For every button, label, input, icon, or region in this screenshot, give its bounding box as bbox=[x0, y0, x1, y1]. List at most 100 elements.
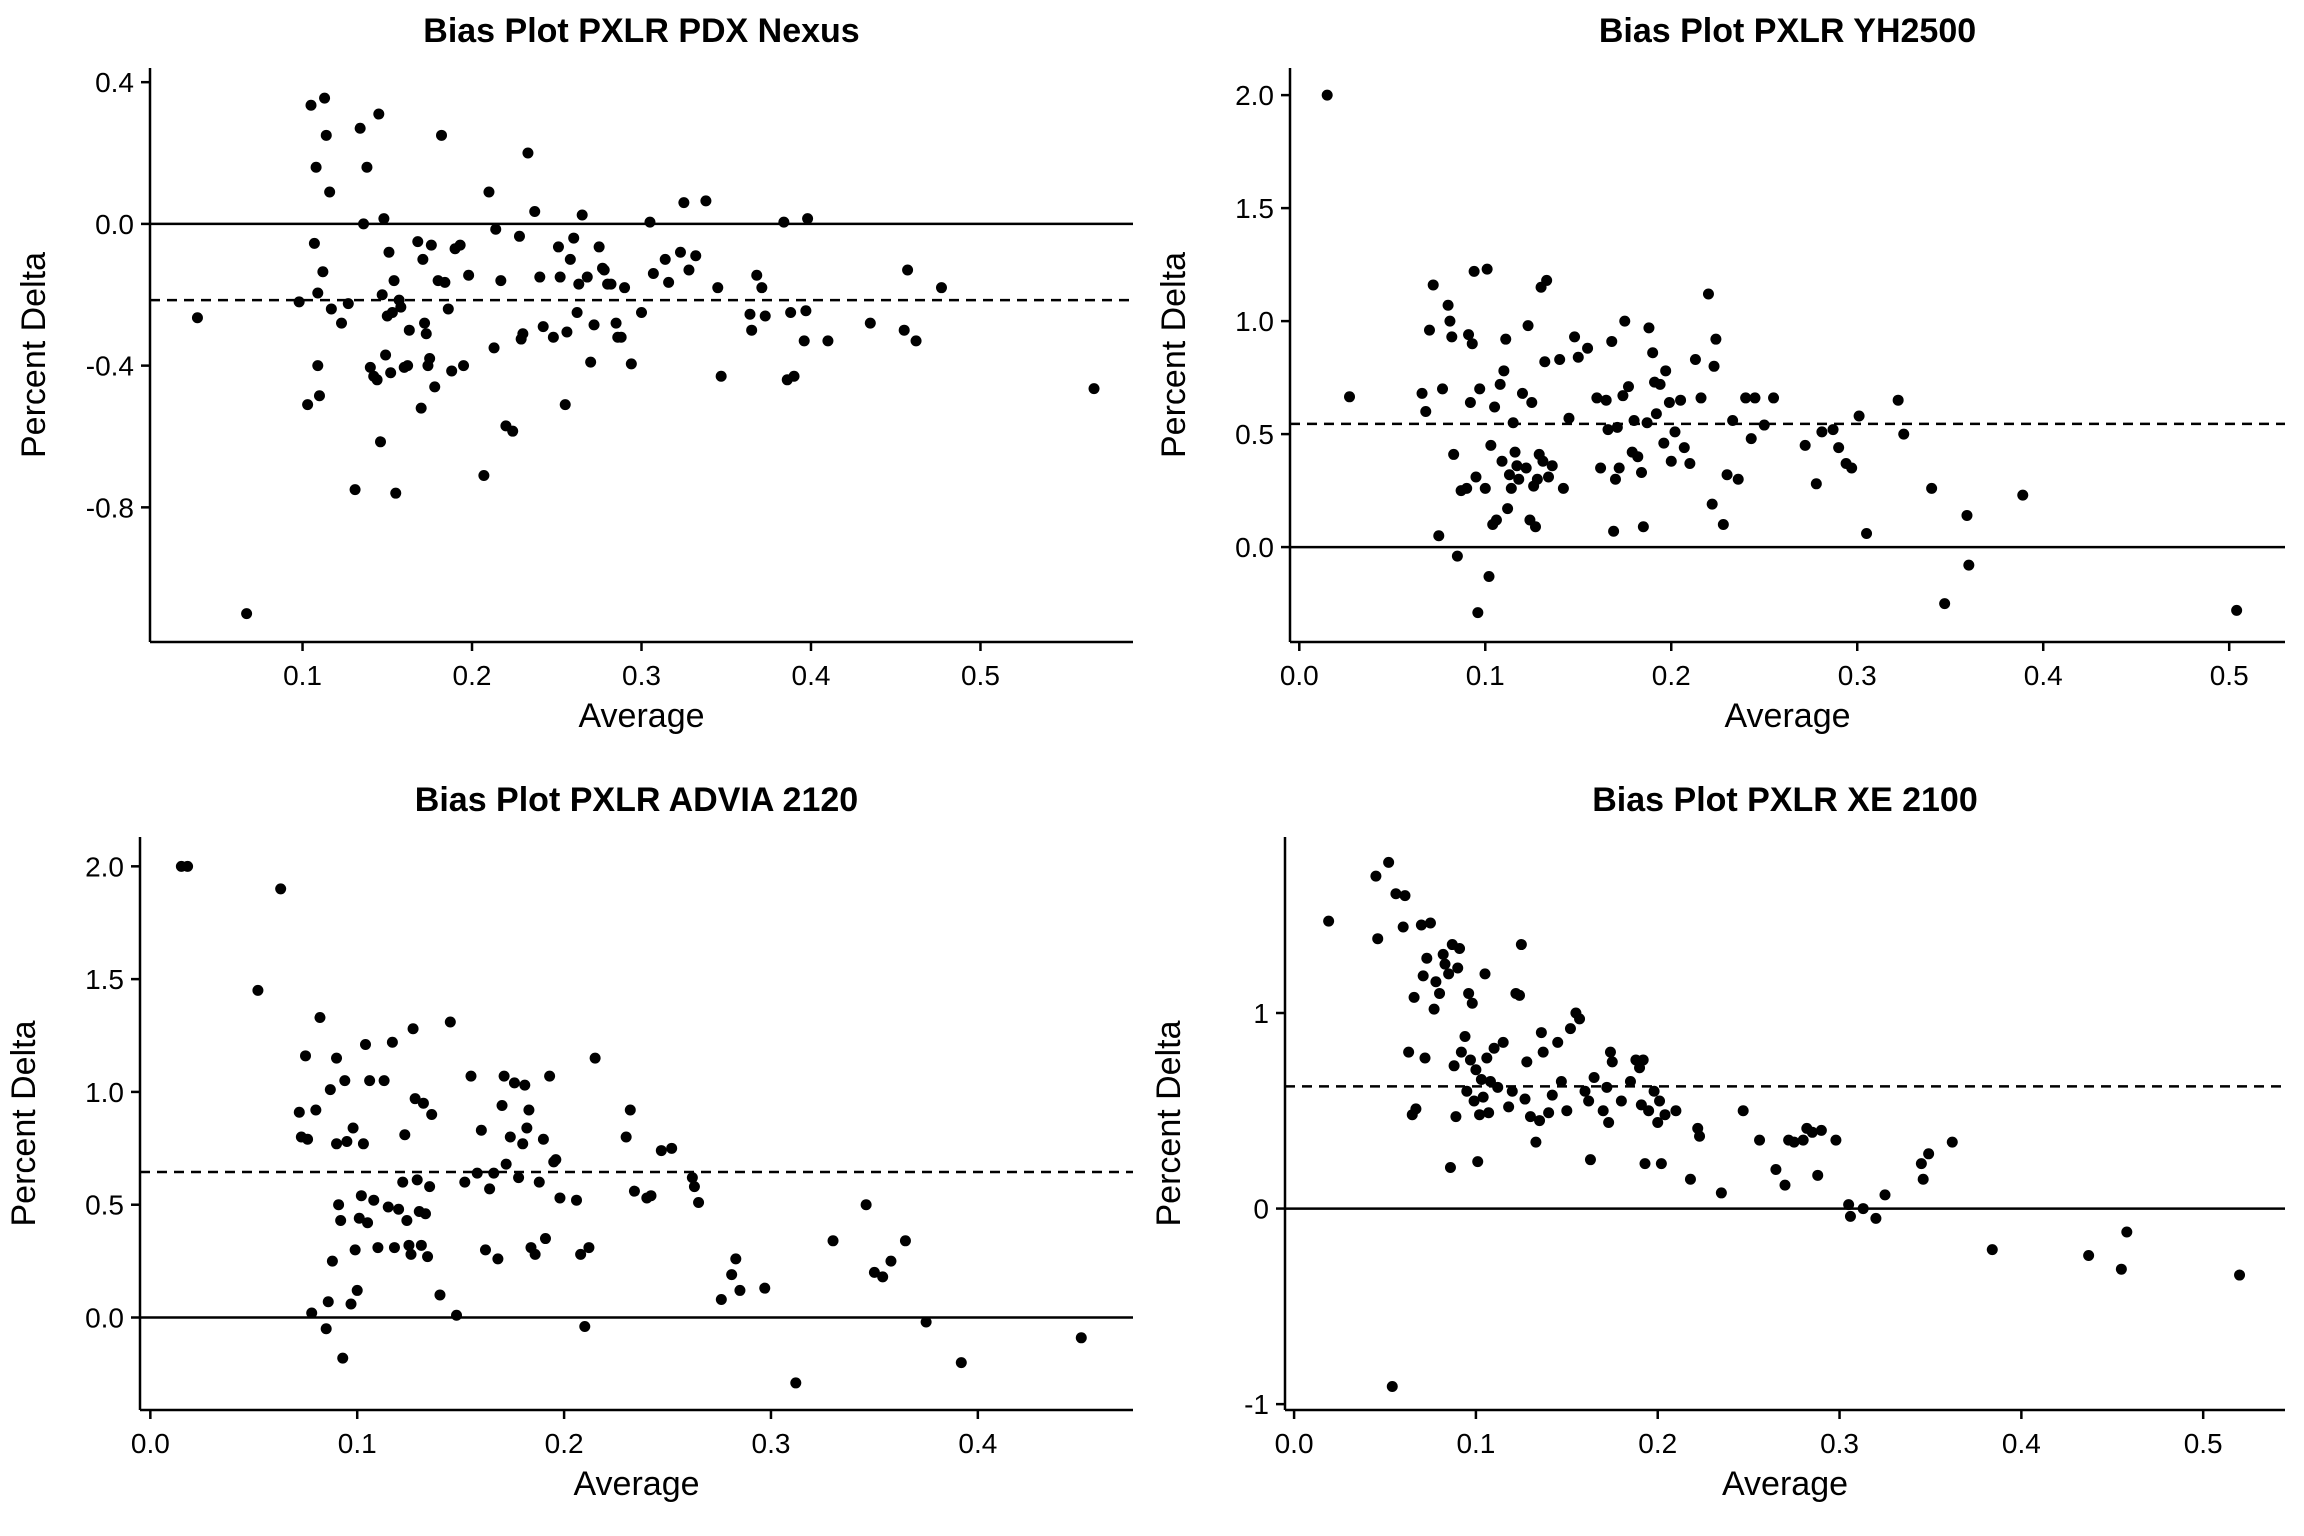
data-point bbox=[1632, 451, 1644, 463]
data-point bbox=[1740, 392, 1752, 404]
data-point bbox=[364, 361, 376, 373]
data-point bbox=[1636, 467, 1648, 479]
data-point bbox=[326, 1255, 338, 1267]
y-axis-title: Percent Delta bbox=[5, 1020, 43, 1226]
x-tick-label: 0.4 bbox=[792, 660, 831, 691]
y-tick-label: 0.0 bbox=[95, 209, 134, 240]
data-point bbox=[1421, 952, 1433, 964]
data-point bbox=[645, 1190, 657, 1202]
data-point bbox=[683, 264, 695, 276]
x-tick-label: 0.4 bbox=[958, 1428, 997, 1459]
data-point bbox=[583, 1242, 595, 1254]
data-point bbox=[361, 161, 373, 173]
data-point bbox=[382, 1201, 394, 1213]
data-point bbox=[1569, 331, 1581, 343]
data-point bbox=[490, 223, 502, 235]
y-tick-label: 1.5 bbox=[1235, 193, 1274, 224]
data-point bbox=[345, 1298, 357, 1310]
data-point bbox=[415, 1239, 427, 1251]
data-point bbox=[415, 402, 427, 414]
data-point bbox=[598, 264, 610, 276]
data-point bbox=[1665, 455, 1677, 467]
data-point bbox=[666, 1142, 678, 1154]
data-point bbox=[1745, 433, 1757, 445]
data-point bbox=[1454, 942, 1466, 954]
data-point bbox=[1552, 1036, 1564, 1048]
data-point bbox=[412, 236, 424, 248]
data-point bbox=[822, 335, 834, 347]
data-point bbox=[1443, 968, 1455, 980]
y-axis-title: Percent Delta bbox=[1155, 252, 1193, 458]
data-point bbox=[902, 264, 914, 276]
y-tick-label: 1.5 bbox=[85, 964, 124, 995]
data-point bbox=[552, 241, 564, 253]
data-point bbox=[378, 213, 390, 225]
data-point bbox=[1961, 509, 1973, 521]
data-point bbox=[1721, 469, 1733, 481]
data-point bbox=[1637, 521, 1649, 533]
data-point bbox=[624, 1104, 636, 1116]
data-point bbox=[550, 1154, 562, 1166]
data-point bbox=[1515, 939, 1527, 951]
data-point bbox=[483, 186, 495, 198]
data-point bbox=[513, 230, 525, 242]
x-axis-title: Average bbox=[1722, 1465, 1848, 1503]
data-point bbox=[860, 1199, 872, 1211]
data-point bbox=[478, 469, 490, 481]
data-point bbox=[1430, 976, 1442, 988]
data-point bbox=[275, 883, 287, 895]
data-point bbox=[325, 303, 337, 315]
data-point bbox=[537, 321, 549, 333]
data-point bbox=[1472, 1156, 1484, 1168]
x-tick-label: 0.1 bbox=[1456, 1428, 1495, 1459]
data-point bbox=[1639, 1158, 1651, 1170]
y-tick-label: -1 bbox=[1244, 1389, 1269, 1420]
data-point bbox=[333, 1199, 345, 1211]
panel-pdx-nexus: Bias Plot PXLR PDX Nexus Average Percent… bbox=[15, 12, 1133, 735]
data-point bbox=[1481, 263, 1493, 275]
data-point bbox=[293, 296, 305, 308]
data-point bbox=[1788, 1136, 1800, 1148]
data-point bbox=[401, 1215, 413, 1227]
data-point bbox=[362, 1217, 374, 1229]
data-point bbox=[508, 1077, 520, 1089]
data-point bbox=[593, 241, 605, 253]
data-point bbox=[1986, 1244, 1998, 1256]
data-point bbox=[364, 1075, 376, 1087]
data-point bbox=[324, 1084, 336, 1096]
data-point bbox=[1758, 419, 1770, 431]
data-point bbox=[310, 1104, 322, 1116]
data-point bbox=[1490, 514, 1502, 526]
data-point bbox=[1463, 987, 1475, 999]
data-point bbox=[585, 356, 597, 368]
data-point bbox=[1427, 279, 1439, 291]
data-point bbox=[358, 218, 370, 230]
data-point bbox=[1606, 1056, 1618, 1068]
x-tick-label: 0.5 bbox=[2210, 660, 2249, 691]
data-point bbox=[388, 275, 400, 287]
data-point bbox=[335, 1215, 347, 1227]
data-point bbox=[1652, 1117, 1664, 1129]
data-point bbox=[300, 1050, 311, 1062]
data-point bbox=[2083, 1250, 2095, 1262]
data-point bbox=[1417, 970, 1429, 982]
data-point bbox=[686, 1172, 698, 1184]
data-point bbox=[1669, 426, 1681, 438]
data-point bbox=[1088, 383, 1100, 395]
data-point bbox=[1609, 473, 1621, 485]
data-point bbox=[1399, 890, 1411, 902]
data-point bbox=[827, 1235, 839, 1247]
data-point bbox=[1695, 392, 1707, 404]
data-point bbox=[409, 1093, 421, 1105]
data-point bbox=[305, 99, 317, 111]
data-point bbox=[589, 1052, 601, 1064]
data-point bbox=[320, 1323, 332, 1335]
data-point bbox=[544, 1070, 556, 1082]
data-point bbox=[1463, 329, 1475, 341]
y-tick-label: 0.4 bbox=[95, 67, 134, 98]
data-point bbox=[386, 306, 398, 318]
data-point bbox=[800, 305, 812, 317]
data-point bbox=[1481, 1052, 1493, 1064]
data-point bbox=[1702, 288, 1714, 300]
